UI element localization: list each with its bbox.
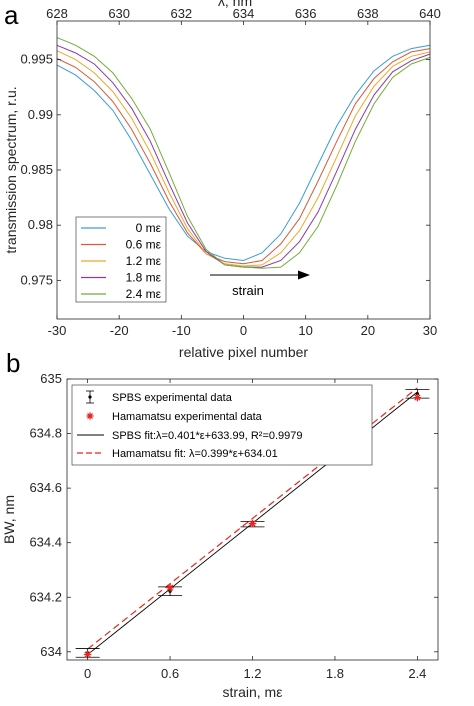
y-tick-label: 634.4: [29, 535, 62, 550]
legend-hamamatsu-star-icon: [86, 412, 94, 420]
x-tick-label: 30: [423, 323, 437, 338]
x-tick-label: 2.4: [408, 666, 426, 681]
series-line-0-6-m: [56, 48, 431, 265]
hamamatsu-data-point: [413, 393, 422, 402]
strain-arrow-head: [298, 270, 310, 280]
x-tick-label: 1.2: [243, 666, 261, 681]
y-tick-label: 0.985: [20, 162, 53, 177]
legend-label: Hamamatsu fit: λ=0.399*ε+634.01: [112, 448, 278, 460]
x-axis-label: relative pixel number: [179, 344, 309, 360]
x-tick-label: 0: [84, 666, 91, 681]
y-tick-label: 634.2: [29, 589, 62, 604]
series-line-0-m: [56, 44, 431, 262]
y-tick-label: 0.98: [28, 217, 53, 232]
x-tick-label: 0: [240, 323, 247, 338]
x2-tick-label: 630: [108, 6, 130, 21]
legend-label: 1.8 mε: [126, 271, 162, 285]
panel-a: a -30 -20 -10 0 10 20 30 628 630 632 634 636 638 640 0.…: [3, 0, 441, 360]
y-tick-label: 635: [40, 371, 62, 386]
y-axis-label: transmission spectrum, r.u.: [3, 86, 19, 253]
legend-spbs-dot: [88, 395, 92, 399]
x2-tick-label: 638: [357, 6, 379, 21]
legend-label: Hamamatsu experimental data: [112, 411, 263, 423]
y-tick-label: 0.99: [28, 107, 53, 122]
x-tick-label: -30: [48, 323, 67, 338]
x2-tick-label: 636: [295, 6, 317, 21]
x-axis-label: strain, mε: [223, 684, 283, 700]
hamamatsu-data-point: [248, 519, 257, 528]
legend-box-a: [75, 216, 167, 303]
legend-label: 0 mε: [136, 221, 162, 235]
legend-box-b: [71, 384, 373, 466]
x2-tick-label: 628: [46, 6, 68, 21]
x-tick-label: 1.8: [326, 666, 344, 681]
strain-annotation: strain: [232, 283, 264, 298]
x2-tick-label: 640: [419, 6, 441, 21]
panel-letter-b: b: [6, 348, 20, 378]
legend-label: 1.2 mε: [126, 254, 162, 268]
y-tick-label: 0.995: [20, 52, 53, 67]
hamamatsu-data-point: [166, 583, 174, 592]
x-tick-label: -10: [172, 323, 191, 338]
x-tick-label: -20: [110, 323, 129, 338]
hamamatsu-data-point: [83, 650, 92, 659]
hamamatsu-fit-line: [87, 387, 418, 650]
panel-letter-a: a: [4, 0, 19, 30]
legend-label: SPBS fit:λ=0.401*ε+633.99, R²=0.9979: [112, 430, 303, 442]
y-tick-label: 0.975: [20, 272, 53, 287]
x2-tick-label: 634: [233, 6, 255, 21]
legend-label: SPBS experimental data: [112, 392, 233, 404]
x-tick-label: 0.6: [161, 666, 179, 681]
series-line-2-4-m: [56, 37, 431, 269]
legend-label: 0.6 mε: [126, 238, 162, 252]
spbs-data-point: [415, 392, 419, 396]
y-tick-label: 634.6: [29, 480, 62, 495]
y-tick-label: 634.8: [29, 426, 62, 441]
panel-b: b 0 0.6 1.2 1.8 2.4 634 634.2 634.4 634.6 634.8 635…: [1, 348, 439, 700]
legend-label: 2.4 mε: [126, 287, 162, 301]
x2-axis-label: λ, nm: [218, 0, 252, 9]
x-tick-label: 20: [361, 323, 375, 338]
y-tick-label: 634: [40, 644, 62, 659]
x-tick-label: 10: [298, 323, 312, 338]
x2-tick-label: 632: [170, 6, 192, 21]
y-axis-label: BW, nm: [1, 495, 17, 544]
series-line-1-2-m: [56, 50, 431, 267]
